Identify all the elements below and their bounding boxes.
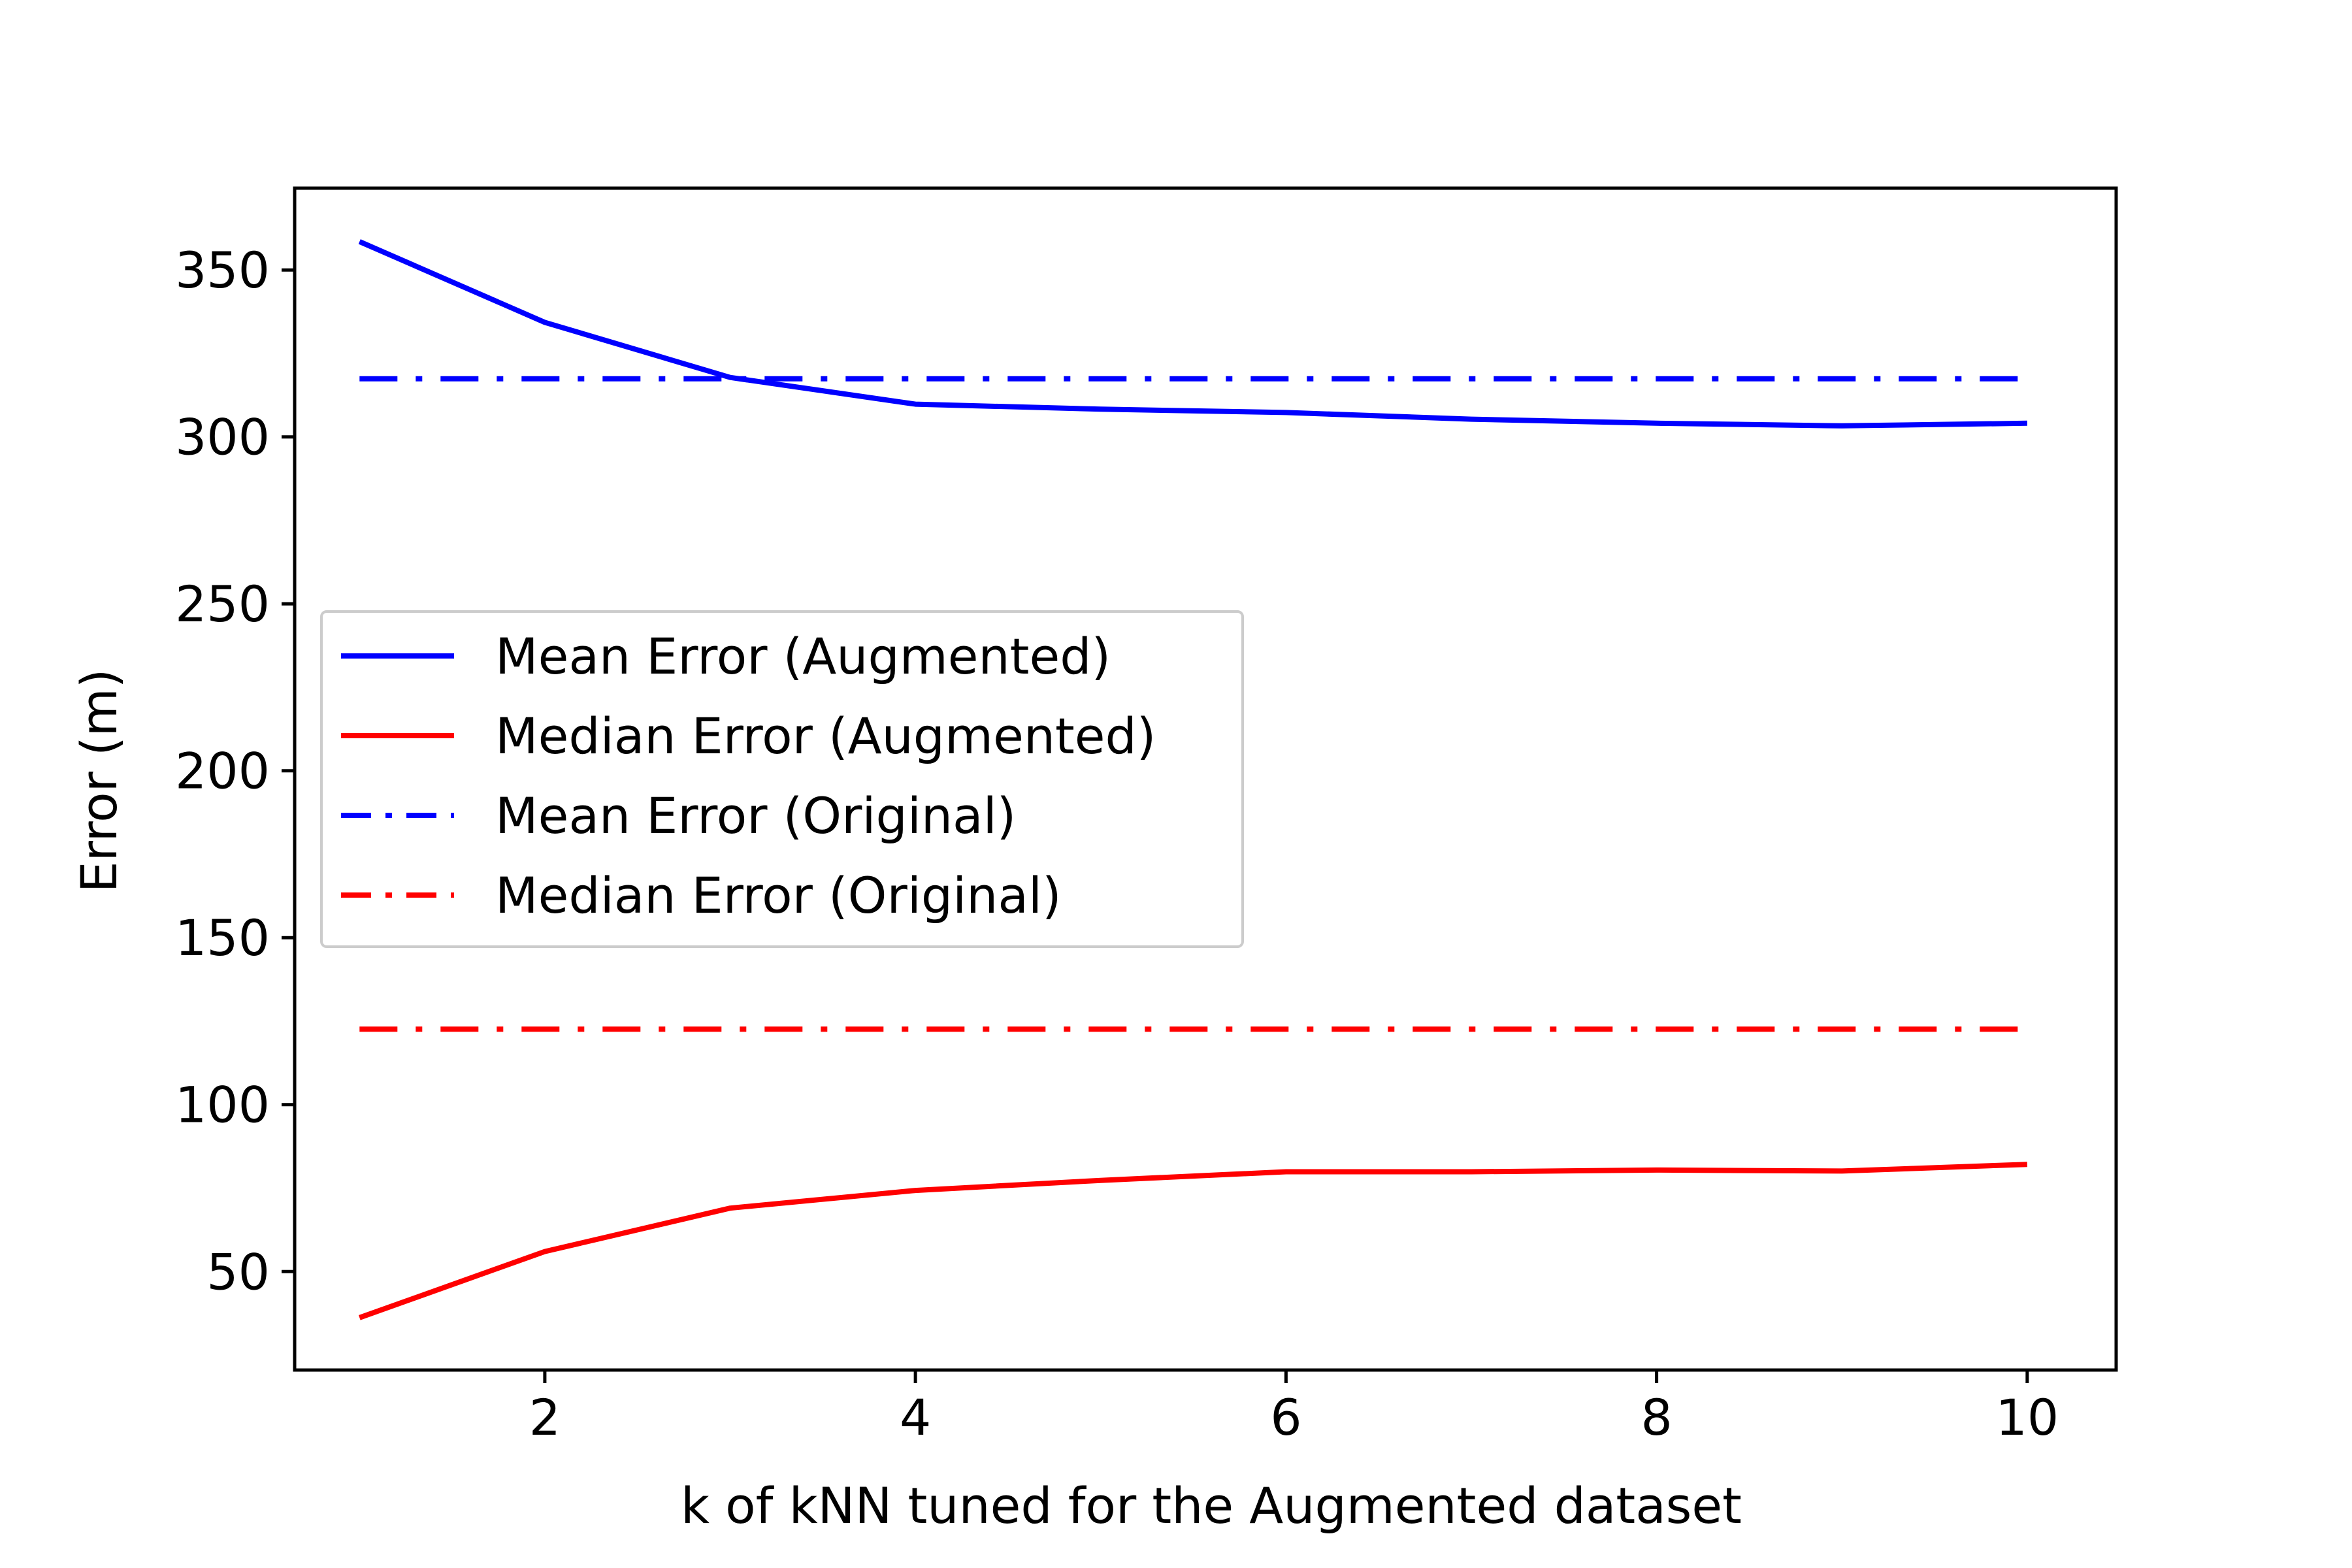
x-axis-label: k of kNN tuned for the Augmented dataset — [681, 1477, 1742, 1535]
legend-frame — [320, 610, 1244, 948]
x-tick-label: 2 — [529, 1388, 561, 1446]
series-layer — [358, 239, 2028, 1320]
plot-frame — [293, 186, 2118, 1372]
y-tick-label: 250 — [175, 575, 270, 633]
y-tick-label: 200 — [175, 742, 270, 800]
x-tick-label: 8 — [1641, 1388, 1672, 1446]
legend: Mean Error (Augmented) Median Error (Augm… — [320, 610, 1244, 948]
y-tick-label: 100 — [175, 1076, 270, 1134]
x-tick-label: 10 — [1996, 1388, 2059, 1446]
y-tick-label: 50 — [206, 1243, 270, 1301]
x-tick-label: 6 — [1270, 1388, 1301, 1446]
legend-entry-label: Mean Error (Augmented) — [495, 627, 1111, 685]
y-tick-label: 300 — [175, 408, 270, 466]
series-line-2 — [358, 1162, 2028, 1320]
y-tick-label: 150 — [175, 909, 270, 967]
y-tick-label: 350 — [175, 241, 270, 299]
y-axis-label: Error (m) — [70, 669, 128, 893]
x-tick-label: 4 — [900, 1388, 931, 1446]
legend-entry-label: Median Error (Original) — [495, 866, 1062, 924]
axes-layer: 2 4 6 8 10 50 100 150 200 250 300 350 — [175, 186, 2118, 1446]
legend-entry-label: Median Error (Augmented) — [495, 707, 1156, 765]
series-line-1 — [358, 239, 2027, 429]
legend-entry-label: Mean Error (Original) — [495, 787, 1016, 845]
